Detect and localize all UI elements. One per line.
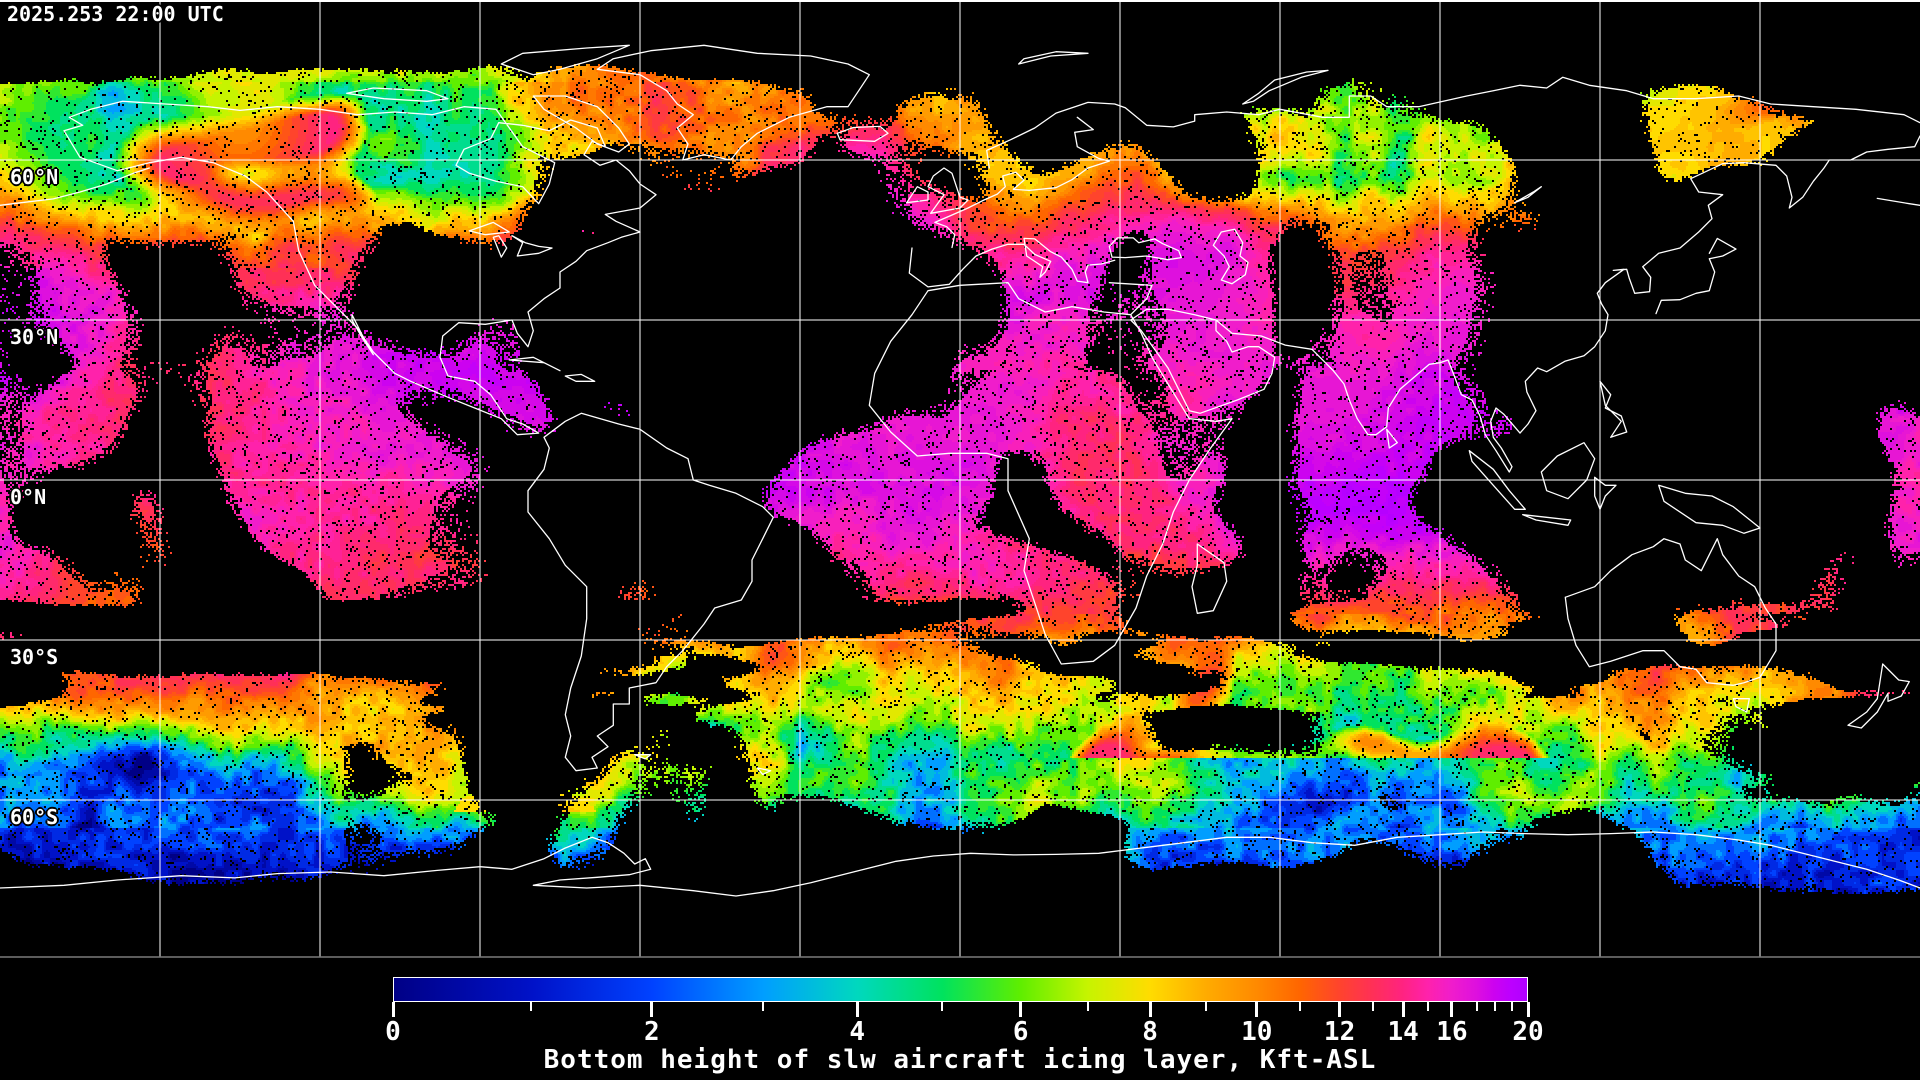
coastline-path: [1540, 442, 1596, 500]
coastline-path: [927, 167, 969, 214]
coastline-path: [508, 356, 561, 372]
colorbar-tick: [1086, 1002, 1089, 1011]
coastline-path: [1655, 237, 1737, 315]
colorbar-tick: [855, 1002, 859, 1017]
coastline-path: [346, 87, 449, 102]
colorbar-tick: [1298, 1002, 1301, 1011]
coastline-path: [1242, 69, 1329, 105]
coastline-path: [596, 44, 870, 161]
latitude-label: 60°N: [10, 165, 59, 189]
colorbar-tick: [1371, 1002, 1374, 1011]
colorbar-legend: 0 2 4 6 8 10 12 14 16 20 Bottom height of slw air…: [0, 960, 1920, 1080]
coastline-path: [1599, 380, 1628, 438]
colorbar-gradient: [393, 977, 1528, 1002]
coastline-path: [351, 314, 374, 356]
colorbar-tick: [1401, 1002, 1405, 1017]
coastline-path: [756, 767, 772, 776]
colorbar-tick: [941, 1002, 944, 1011]
colorbar-tick: [391, 1002, 395, 1017]
latitude-label: 30°S: [10, 645, 59, 669]
coastline-path: [1212, 228, 1249, 285]
coastline-path: [1514, 186, 1542, 204]
coastline-path: [1522, 514, 1572, 526]
coastline-path: [1658, 484, 1761, 534]
colorbar-tick: [650, 1002, 654, 1017]
latitude-label: 60°S: [10, 805, 59, 829]
coastlines: [0, 44, 1920, 897]
coastline-path: [468, 221, 510, 236]
colorbar-tick-label: 8: [1142, 1017, 1158, 1047]
colorbar-tick-label: 12: [1323, 1017, 1356, 1047]
coastline-path: [511, 235, 553, 257]
world-map: 2025.253 22:00 UTC 60°N 30°N 0°N 30°S 60°S: [0, 0, 1920, 960]
graticule-gridlines: [0, 0, 1920, 958]
coastline-path: [1108, 282, 1153, 316]
colorbar-tick-label: 2: [643, 1017, 660, 1047]
colorbar-tick-label: 16: [1436, 1017, 1468, 1047]
colorbar-tick-label: 10: [1241, 1017, 1273, 1047]
colorbar-tick-label: 4: [849, 1017, 866, 1047]
coastline-path: [1386, 428, 1398, 449]
coastline-path: [1732, 698, 1750, 713]
colorbar-tick-label: 20: [1512, 1017, 1544, 1047]
colorbar-tick: [762, 1002, 764, 1011]
colorbar-tick: [1019, 1002, 1023, 1017]
colorbar-tick: [1511, 1002, 1514, 1011]
colorbar-tick: [1494, 1002, 1497, 1011]
colorbar-tick: [1338, 1002, 1342, 1017]
map-overlay: [0, 0, 1920, 958]
colorbar-tick: [1427, 1002, 1430, 1011]
coastline-path: [986, 76, 1920, 169]
coastline-path: [934, 116, 1110, 249]
coastline-path: [1876, 197, 1920, 206]
colorbar-tick: [1450, 1002, 1454, 1017]
coastline-path: [1847, 663, 1910, 729]
coastline-path: [1564, 538, 1777, 686]
colorbar-tick: [530, 1002, 533, 1011]
coastline-path: [527, 412, 774, 772]
coastline-path: [1468, 450, 1526, 510]
colorbar-tick: [1204, 1002, 1207, 1011]
coastline-path: [634, 754, 652, 760]
coastline-path: [492, 235, 508, 258]
colorbar-tick: [1255, 1002, 1259, 1017]
colorbar-tick: [1148, 1002, 1152, 1017]
coastline-path: [0, 831, 1920, 897]
coastline-path: [908, 237, 1116, 288]
timestamp: 2025.253 22:00 UTC: [7, 2, 224, 26]
latitude-label: 0°N: [10, 485, 47, 509]
coastline-path: [1191, 543, 1228, 614]
coastline-path: [1594, 476, 1617, 510]
coastline-path: [906, 186, 929, 204]
coastline-path: [63, 100, 657, 436]
coastline-path: [836, 125, 889, 142]
colorbar-tick: [1475, 1002, 1478, 1011]
coastline-path: [1130, 308, 1276, 414]
coastline-path: [1215, 135, 1920, 473]
colorbar-tick-label: 6: [1012, 1017, 1029, 1047]
coastline-path: [868, 282, 1233, 665]
coastline-path: [1108, 237, 1182, 261]
colorbar-caption: Bottom height of slw aircraft icing laye…: [543, 1045, 1377, 1075]
colorbar-tick-label: 14: [1387, 1017, 1419, 1047]
colorbar-tick-label: 0: [385, 1017, 401, 1047]
colorbar-tick: [1526, 1002, 1530, 1017]
coastline-path: [500, 44, 630, 76]
coastline-path: [564, 373, 596, 382]
coastline-path: [1018, 51, 1089, 65]
coastline-path: [532, 95, 630, 153]
latitude-label: 30°N: [10, 325, 59, 349]
coastline-path: [0, 167, 150, 206]
